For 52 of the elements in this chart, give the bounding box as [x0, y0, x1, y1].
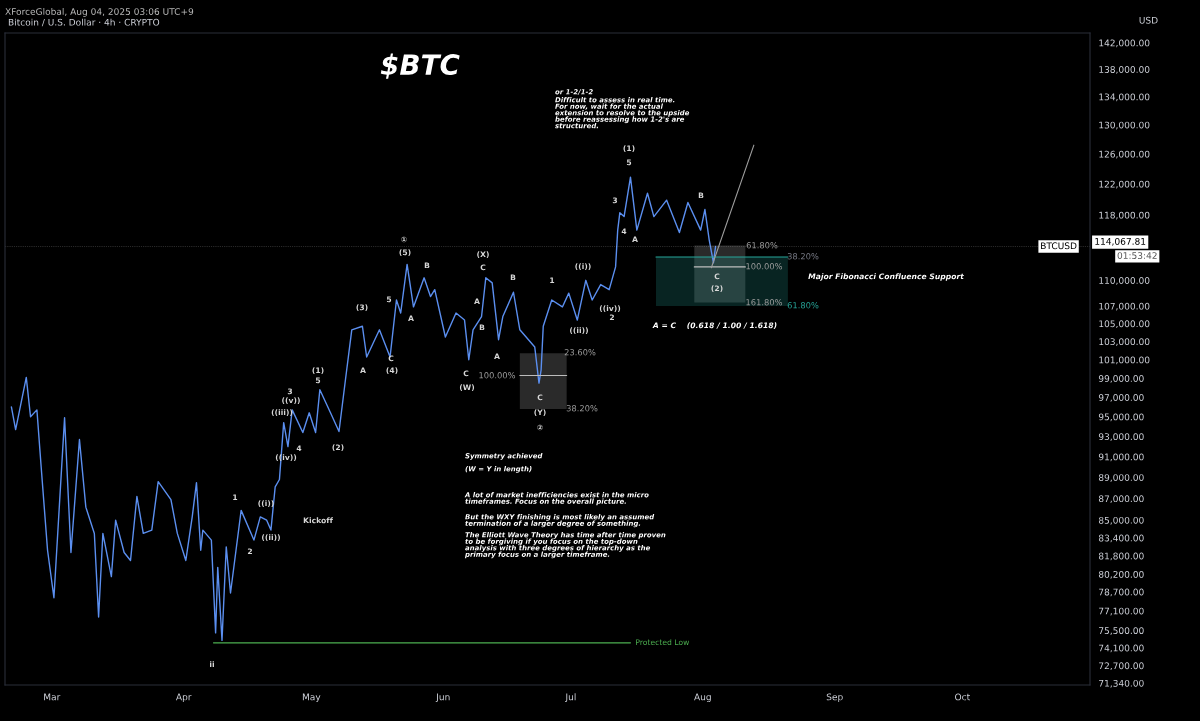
y-tick-label: 95,000.00 — [1098, 413, 1144, 422]
y-tick-label: 130,000.00 — [1099, 121, 1150, 130]
annotation: 23.60% — [564, 349, 596, 356]
x-tick-label: Aug — [694, 693, 711, 703]
y-tick-label: 72,700.00 — [1099, 662, 1144, 671]
x-tick-label: Sep — [826, 693, 843, 703]
text: XForceGlobal, Aug 04, 2025 03:06 UTC+9 — [5, 8, 194, 17]
annotation: 161.80% — [746, 299, 783, 306]
y-tick-label: 74,100.00 — [1099, 644, 1144, 653]
annotation: 38.20% — [566, 405, 598, 412]
y-tick-label: 87,000.00 — [1098, 495, 1144, 504]
y-tick-label: 103,000.00 — [1099, 338, 1150, 346]
text: $BTC — [380, 53, 460, 79]
y-tick-label: 91,000.00 — [1098, 453, 1144, 462]
annotation: 61.80% — [746, 242, 778, 249]
text: 01:53:42 — [1117, 252, 1157, 259]
y-tick-label: 85,000.00 — [1098, 516, 1144, 525]
y-tick-label: 107,000.00 — [1099, 302, 1150, 311]
y-tick-label: 118,000.00 — [1099, 211, 1150, 220]
x-tick-label: Mar — [44, 693, 61, 701]
annotation: 100.00% — [479, 372, 516, 379]
annotation: 100.00% — [746, 263, 783, 270]
y-tick-label: 93,000.00 — [1098, 433, 1144, 441]
y-tick-label: 71,340.00 — [1099, 679, 1144, 688]
y-tick-label: 75,500.00 — [1099, 627, 1144, 635]
y-tick-label: 126,000.00 — [1099, 150, 1150, 159]
y-tick-label: 122,000.00 — [1099, 180, 1150, 189]
y-tick-label: 89,000.00 — [1098, 474, 1144, 482]
x-tick-label: Jun — [435, 693, 450, 702]
y-tick-label: 80,200.00 — [1098, 570, 1144, 579]
chart-subtitle: Bitcoin / U.S. Dollar · 4h · CRYPTO — [8, 18, 160, 27]
annotation: 38.20% — [787, 253, 819, 260]
x-tick-label: Jul — [564, 693, 576, 702]
x-tick-label: Apr — [175, 693, 192, 703]
x-tick-label: May — [302, 693, 321, 703]
y-tick-label: 81,800.00 — [1098, 552, 1144, 561]
y-axis-title: USD — [1139, 16, 1158, 24]
y-tick-label: 105,000.00 — [1099, 320, 1150, 329]
y-tick-label: 83,400.00 — [1098, 534, 1144, 543]
x-tick-label: Oct — [955, 693, 970, 701]
y-tick-label: 134,000.00 — [1099, 93, 1150, 102]
y-tick-label: 78,700.00 — [1099, 588, 1144, 597]
y-tick-label: 138,000.00 — [1099, 66, 1150, 74]
annotation: 61.80% — [787, 302, 819, 309]
y-tick-label: 77,100.00 — [1099, 607, 1144, 616]
y-tick-label: 110,000.00 — [1099, 277, 1150, 285]
y-tick-label: 99,000.00 — [1098, 375, 1144, 383]
ref-line-label: 114,067.81 — [1095, 237, 1146, 246]
text: BTCUSD — [1041, 242, 1077, 250]
y-tick-label: 142,000.00 — [1099, 39, 1150, 48]
y-tick-label: 101,000.00 — [1099, 356, 1150, 365]
y-tick-label: 97,000.00 — [1098, 394, 1144, 402]
